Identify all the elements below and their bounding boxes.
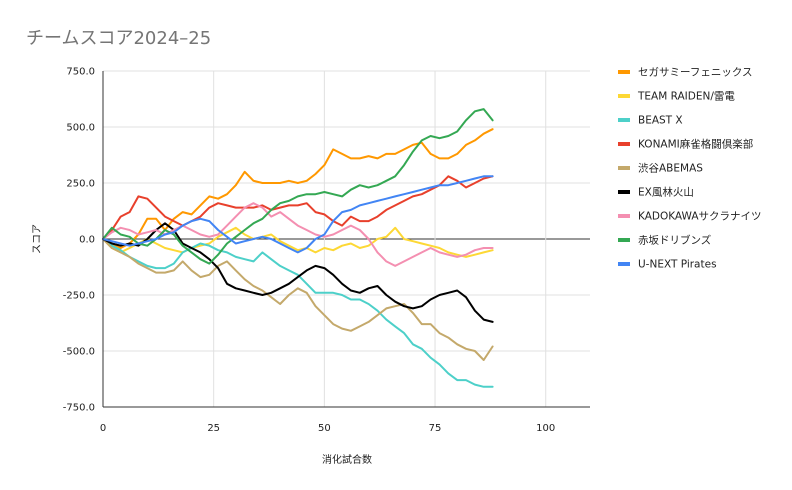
y-tick-label: 750.0 [66,67,95,78]
legend-label: セガサミーフェニックス [638,67,753,79]
series-line [102,226,494,258]
y-tick-label: 250.0 [66,179,95,190]
y-tick-label: 500.0 [66,123,95,134]
legend-label: 渋谷ABEMAS [638,162,703,175]
legend-label: BEAST X [638,115,683,127]
series-line [102,238,494,388]
legend-label: KONAMI麻雀格闘倶楽部 [638,138,753,151]
x-tick-label: 25 [207,423,220,434]
grid [103,70,590,408]
series-layer [102,108,494,388]
y-tick-labels: 750.0 500.0 250.0 0.0 -250.0 -500.0 -750.0 [63,67,95,414]
x-axis-label: 消化試合数 [322,453,372,466]
legend-label: KADOKAWAサクラナイツ [638,211,762,223]
series-line [102,175,494,240]
chart-title: チームスコア2024–25 [26,28,211,49]
x-tick-labels: 0 25 50 75 100 [100,423,555,434]
y-tick-label: -250.0 [63,291,95,302]
legend-label: U-NEXT Pirates [638,259,717,271]
y-tick-label: 0.0 [79,235,95,246]
legend-label: EX風林火山 [638,186,694,199]
series-line [102,238,494,361]
y-tick-label: -750.0 [63,403,95,414]
axes [102,71,590,408]
legend-label: TEAM RAIDEN/雷電 [637,91,735,103]
y-axis-label: スコア [32,224,43,254]
x-tick-label: 50 [318,423,331,434]
x-tick-label: 75 [429,423,442,434]
x-tick-label: 0 [100,423,106,434]
legend-label: 赤坂ドリブンズ [638,234,711,247]
legend: セガサミーフェニックス TEAM RAIDEN/雷電 BEAST X KONAMI麻雀… [618,67,762,271]
series-line [102,175,494,254]
series-line [102,222,494,323]
x-tick-label: 100 [536,423,555,434]
series-line [102,108,494,265]
y-tick-label: -500.0 [63,347,95,358]
